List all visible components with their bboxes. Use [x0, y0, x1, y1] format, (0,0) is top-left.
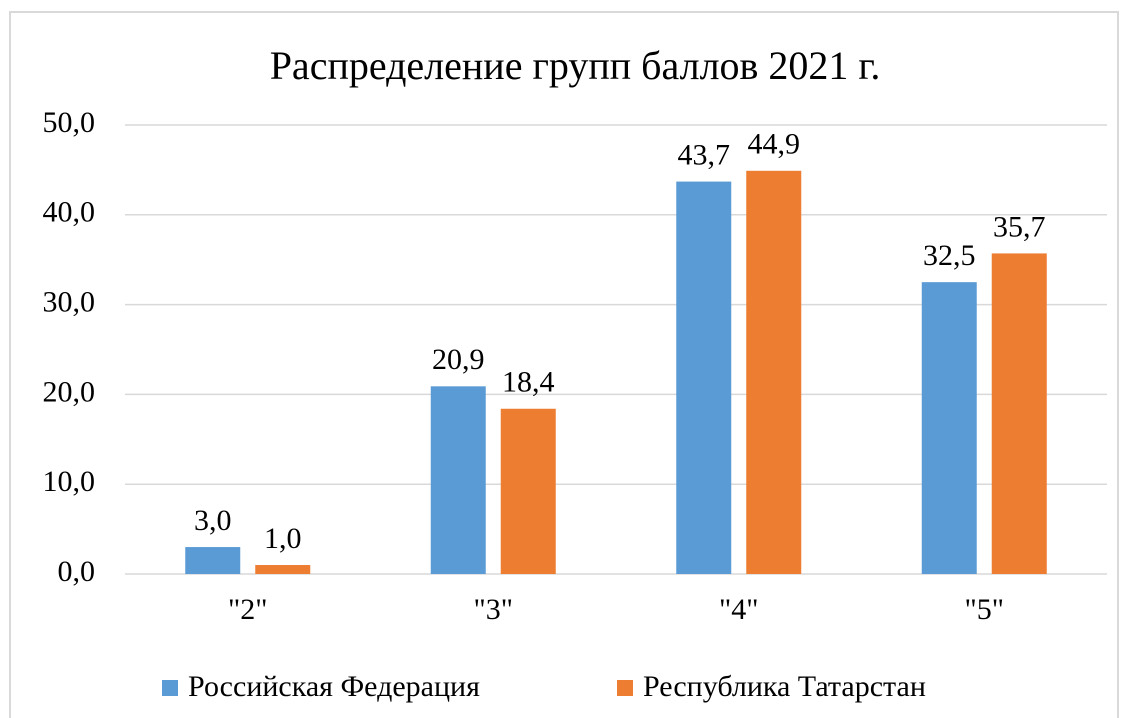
y-tick-label: 30,0: [43, 285, 96, 318]
x-tick-label: "5": [965, 593, 1005, 626]
bar: [746, 170, 802, 574]
bar: [921, 282, 977, 574]
bar: [430, 386, 486, 574]
bar: [991, 253, 1047, 574]
legend-label: Российская Федерация: [188, 670, 480, 703]
bar: [676, 181, 732, 574]
x-tick-label: "2": [228, 593, 268, 626]
data-label: 32,5: [923, 239, 976, 272]
chart-title: Распределение групп баллов 2021 г.: [270, 43, 881, 88]
bar: [185, 547, 241, 574]
y-tick-label: 0,0: [58, 555, 96, 588]
x-tick-label: "4": [719, 593, 759, 626]
data-label: 35,7: [993, 210, 1046, 243]
data-label: 18,4: [502, 366, 555, 399]
bar: [500, 408, 556, 574]
y-tick-label: 50,0: [43, 106, 96, 139]
bar: [255, 565, 311, 574]
legend-swatch: [162, 680, 178, 696]
legend-swatch: [617, 680, 633, 696]
data-label: 43,7: [678, 138, 731, 171]
data-label: 3,0: [194, 504, 232, 537]
data-label: 44,9: [748, 128, 801, 161]
y-tick-label: 40,0: [43, 196, 96, 229]
y-tick-label: 20,0: [43, 375, 96, 408]
legend-label: Республика Татарстан: [643, 670, 926, 703]
data-label: 20,9: [432, 343, 485, 376]
x-tick-label: "3": [474, 593, 514, 626]
data-label: 1,0: [264, 522, 302, 555]
y-tick-label: 10,0: [43, 465, 96, 498]
